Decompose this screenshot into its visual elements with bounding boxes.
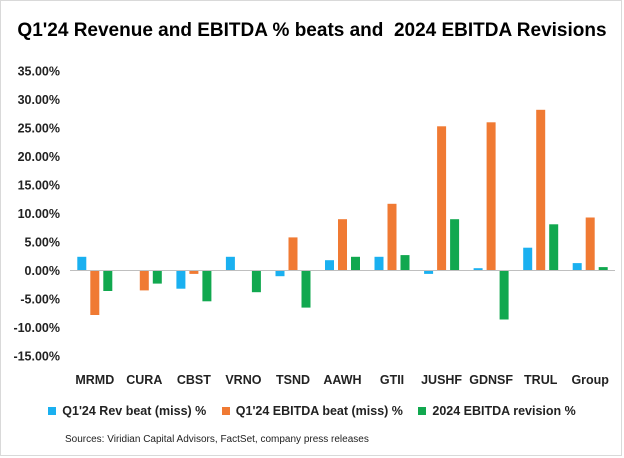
- legend-item-rev: Q1'24 Rev beat (miss) %: [48, 404, 206, 418]
- bar-aawh-series-0: [325, 260, 334, 271]
- source-note: Sources: Viridian Capital Advisors, Fact…: [65, 434, 369, 445]
- bar-marks: [77, 109, 608, 320]
- bar-tsnd-series-1: [288, 237, 298, 271]
- x-tick-label: CURA: [126, 373, 162, 387]
- y-tick-label: 20.00%: [18, 150, 60, 164]
- bar-tsnd-series-2: [301, 270, 311, 308]
- bar-jushf-series-2: [450, 219, 460, 271]
- bar-cbst-series-0: [176, 270, 186, 289]
- bar-gdnsf-series-1: [486, 122, 496, 271]
- y-tick-label: -5.00%: [20, 293, 60, 307]
- legend-label-revision: 2024 EBITDA revision %: [432, 404, 576, 418]
- bar-group-series-0: [572, 263, 582, 271]
- bar-gdnsf-series-2: [499, 270, 509, 320]
- legend: Q1'24 Rev beat (miss) % Q1'24 EBITDA bea…: [0, 404, 624, 418]
- bar-trul-series-1: [536, 109, 546, 271]
- bar-cura-series-1: [139, 270, 149, 291]
- chart-plot: 35.00% 30.00% 25.00% 20.00% 15.00% 10.00% 5.00…: [13, 65, 615, 387]
- y-tick-label: -10.00%: [13, 321, 60, 335]
- x-tick-label: VRNO: [225, 373, 261, 387]
- bar-vrno-series-0: [225, 256, 235, 271]
- bar-mrmd-series-1: [90, 270, 100, 315]
- bar-jushf-series-0: [424, 270, 434, 274]
- bar-mrmd-series-0: [77, 256, 87, 271]
- bar-cbst-series-1: [189, 270, 199, 274]
- y-axis-ticks: 35.00% 30.00% 25.00% 20.00% 15.00% 10.00% 5.00…: [13, 65, 60, 364]
- y-tick-label: 0.00%: [25, 264, 60, 278]
- x-tick-label: AAWH: [323, 373, 361, 387]
- x-tick-label: GDNSF: [469, 373, 513, 387]
- bar-vrno-series-2: [251, 270, 261, 293]
- x-tick-label: TRUL: [524, 373, 558, 387]
- legend-swatch-ebitda: [221, 407, 230, 415]
- bar-gtii-series-2: [400, 255, 410, 271]
- legend-swatch-revision: [418, 407, 427, 415]
- bar-gtii-series-0: [374, 256, 384, 271]
- legend-label-ebitda: Q1'24 EBITDA beat (miss) %: [235, 404, 403, 418]
- x-tick-label: JUSHF: [421, 373, 462, 387]
- bar-group-series-1: [585, 217, 595, 271]
- y-tick-label: 35.00%: [18, 65, 60, 79]
- bar-trul-series-2: [549, 224, 559, 271]
- y-tick-label: 15.00%: [18, 179, 60, 193]
- bar-tsnd-series-0: [275, 270, 285, 277]
- legend-item-ebitda: Q1'24 EBITDA beat (miss) %: [221, 404, 403, 418]
- x-tick-label: GTII: [380, 373, 404, 387]
- bar-aawh-series-1: [338, 219, 347, 271]
- y-tick-label: -15.00%: [13, 350, 60, 364]
- x-tick-label: Group: [571, 373, 609, 387]
- chart-title: Q1'24 Revenue and EBITDA % beats and 202…: [17, 20, 607, 41]
- bar-cbst-series-2: [202, 270, 212, 302]
- y-tick-label: 10.00%: [18, 207, 60, 221]
- x-tick-label: TSND: [276, 373, 310, 387]
- y-tick-label: 5.00%: [25, 236, 60, 250]
- y-tick-label: 30.00%: [18, 93, 60, 107]
- bar-gtii-series-1: [387, 203, 397, 271]
- bar-group-series-2: [598, 267, 608, 271]
- x-axis-ticks: MRMD CURA CBST VRNO TSND AAWH GTII JUSHF GDNSF TR…: [75, 373, 609, 387]
- bar-gdnsf-series-0: [473, 268, 483, 271]
- legend-label-rev: Q1'24 Rev beat (miss) %: [62, 404, 207, 418]
- legend-item-revision: 2024 EBITDA revision %: [418, 404, 576, 418]
- x-tick-label: CBST: [177, 373, 211, 387]
- bar-aawh-series-2: [351, 256, 360, 271]
- bar-cura-series-2: [152, 270, 162, 284]
- y-tick-label: 25.00%: [18, 122, 60, 136]
- legend-swatch-rev: [48, 407, 57, 415]
- x-tick-label: MRMD: [75, 373, 114, 387]
- bar-jushf-series-1: [437, 126, 447, 271]
- bar-trul-series-0: [523, 247, 533, 271]
- bar-mrmd-series-2: [103, 270, 113, 291]
